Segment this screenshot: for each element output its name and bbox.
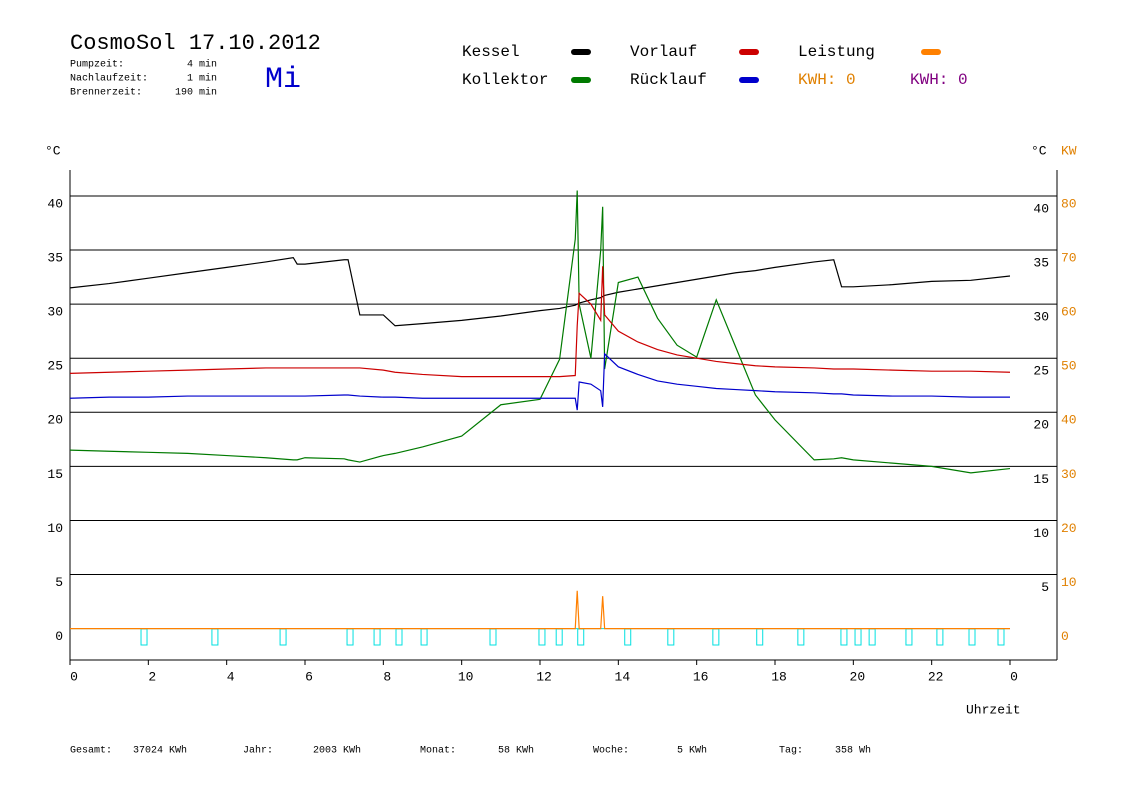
kwh-label: KWH: 0	[910, 71, 968, 89]
pump-marker	[840, 628, 848, 646]
pump-marker	[667, 628, 675, 646]
y2-tick-label: 80	[1061, 196, 1077, 211]
series-line	[69, 190, 1011, 474]
y2-tick-label: 10	[1061, 575, 1077, 590]
y2-tick-label: 20	[1061, 521, 1077, 536]
pump-marker	[279, 628, 287, 646]
y-right-tick-label: 10	[1033, 526, 1049, 541]
x-tick-label: 8	[383, 669, 391, 684]
y-tick-label: 20	[47, 413, 63, 428]
pump-marker	[577, 628, 585, 646]
y-right-tick-label: 40	[1033, 201, 1049, 216]
weekday: Mi	[265, 63, 301, 97]
total-label: Monat:	[420, 746, 456, 757]
pump-marker	[712, 628, 720, 646]
y-right-tick-label: 5	[1041, 580, 1049, 595]
x-tick-label: 0	[70, 669, 78, 684]
x-tick-label: 20	[850, 669, 866, 684]
pump-marker	[140, 628, 148, 646]
y-tick-label: 25	[47, 359, 63, 374]
legend-label: Kollektor	[462, 71, 548, 89]
x-axis-label: Uhrzeit	[966, 702, 1021, 717]
info-value: 1 min	[187, 73, 217, 85]
legend-label: Rücklauf	[630, 71, 707, 89]
y2-tick-label: 70	[1061, 250, 1077, 265]
x-tick-label: 22	[928, 669, 944, 684]
x-tick-label: 10	[458, 669, 474, 684]
kwh-label: KWH: 0	[798, 71, 856, 89]
pump-marker	[346, 628, 354, 646]
pump-marker	[624, 628, 632, 646]
total-value: 58 KWh	[498, 745, 534, 757]
y-right-axis-label: °C	[1031, 143, 1047, 158]
x-tick-label: 12	[536, 669, 552, 684]
y-tick-label: 30	[47, 305, 63, 320]
x-tick-label: 18	[771, 669, 787, 684]
y2-tick-label: 60	[1061, 305, 1077, 320]
x-tick-label: 6	[305, 669, 313, 684]
y-tick-label: 35	[47, 250, 63, 265]
series-line	[69, 352, 1010, 411]
pump-marker	[373, 628, 381, 646]
x-tick-label: 0	[1010, 669, 1018, 684]
y-axis-label: °C	[45, 143, 61, 158]
info-value: 190 min	[175, 87, 217, 99]
total-label: Tag:	[779, 746, 803, 757]
y2-tick-label: 0	[1061, 629, 1069, 644]
info-value: 4 min	[187, 59, 217, 71]
pump-marker	[395, 628, 403, 646]
x-tick-label: 4	[227, 669, 235, 684]
y2-tick-label: 40	[1061, 413, 1077, 428]
info-label: Brennerzeit:	[70, 87, 142, 99]
pump-marker	[211, 628, 219, 646]
series-line	[69, 266, 1011, 378]
total-value: 358 Wh	[835, 745, 871, 757]
total-value: 5 KWh	[677, 745, 707, 757]
y2-tick-label: 30	[1061, 467, 1077, 482]
y2-axis-label: KW	[1061, 143, 1077, 158]
pump-marker	[968, 628, 976, 646]
legend-label: Vorlauf	[630, 43, 697, 61]
pump-marker	[538, 628, 546, 646]
y-tick-label: 40	[47, 196, 63, 211]
y-right-tick-label: 25	[1033, 364, 1049, 379]
pump-marker	[420, 628, 428, 646]
total-value: 37024 KWh	[133, 745, 187, 757]
pump-marker	[868, 628, 876, 646]
total-label: Woche:	[593, 745, 629, 757]
y-tick-label: 0	[55, 629, 63, 644]
y-right-tick-label: 15	[1033, 472, 1049, 487]
pump-marker	[555, 628, 563, 646]
pump-marker	[489, 628, 497, 646]
y-tick-label: 15	[47, 467, 63, 482]
y-tick-label: 5	[55, 575, 63, 590]
y2-tick-label: 50	[1061, 359, 1077, 374]
total-value: 2003 KWh	[313, 745, 361, 757]
total-label: Gesamt:	[70, 746, 112, 757]
series-line	[70, 590, 1010, 630]
info-label: Pumpzeit:	[70, 59, 124, 71]
x-tick-label: 2	[148, 669, 156, 684]
pump-marker	[936, 628, 944, 646]
legend-label: Leistung	[798, 43, 875, 61]
pump-marker	[905, 628, 913, 646]
pump-marker	[997, 628, 1005, 646]
chart-title: CosmoSol 17.10.2012	[70, 31, 321, 56]
x-tick-label: 16	[693, 669, 709, 684]
y-tick-label: 10	[47, 521, 63, 536]
total-label: Jahr:	[243, 745, 273, 757]
pump-marker	[797, 628, 805, 646]
y-right-tick-label: 35	[1033, 255, 1049, 270]
legend-label: Kessel	[462, 43, 520, 61]
pump-marker	[854, 628, 862, 646]
pump-marker	[756, 628, 764, 646]
y-right-tick-label: 20	[1033, 418, 1049, 433]
x-tick-label: 14	[615, 669, 631, 684]
y-right-tick-label: 30	[1033, 310, 1049, 325]
series-line	[69, 256, 1011, 327]
info-label: Nachlaufzeit:	[70, 73, 148, 85]
